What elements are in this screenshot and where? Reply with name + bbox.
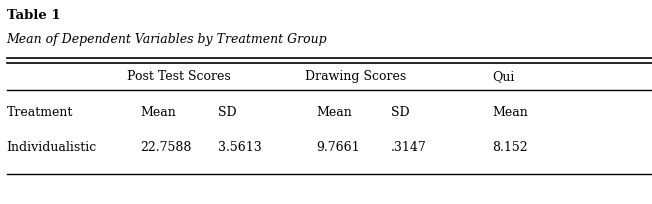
Text: Treatment: Treatment	[7, 106, 73, 119]
Text: Qui: Qui	[492, 70, 514, 83]
Text: 8.152: 8.152	[492, 141, 528, 154]
Text: .3147: .3147	[391, 141, 427, 154]
Text: Post Test Scores: Post Test Scores	[127, 70, 231, 83]
Text: Individualistic: Individualistic	[7, 141, 96, 154]
Text: 22.7588: 22.7588	[140, 141, 192, 154]
Text: Mean: Mean	[492, 106, 528, 119]
Text: Drawing Scores: Drawing Scores	[304, 70, 406, 83]
Text: Table 1: Table 1	[7, 9, 60, 22]
Text: Mean of Dependent Variables by Treatment Group: Mean of Dependent Variables by Treatment…	[7, 33, 327, 46]
Text: SD: SD	[391, 106, 410, 119]
Text: 3.5613: 3.5613	[218, 141, 262, 154]
Text: Mean: Mean	[316, 106, 352, 119]
Text: 9.7661: 9.7661	[316, 141, 360, 154]
Text: SD: SD	[218, 106, 237, 119]
Text: Mean: Mean	[140, 106, 176, 119]
